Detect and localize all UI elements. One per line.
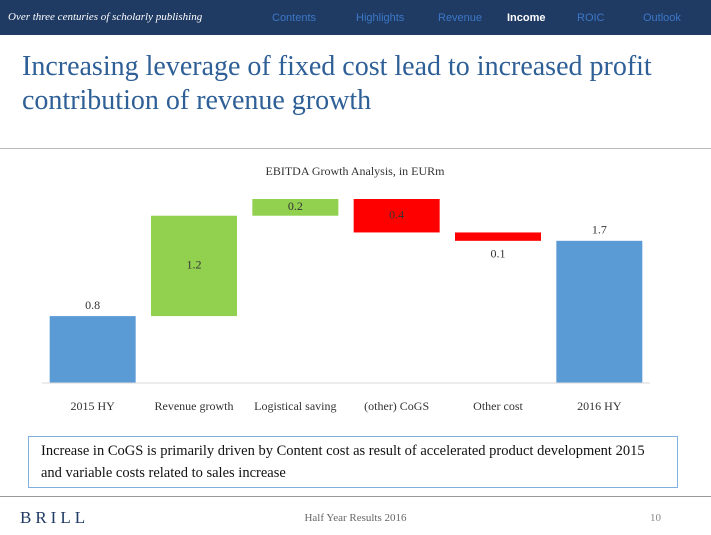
nav-item[interactable]: ROIC <box>577 12 605 24</box>
bar <box>455 232 541 241</box>
data-label: 0.4 <box>389 207 404 221</box>
nav-item[interactable]: Income <box>507 12 546 24</box>
page-number: 10 <box>650 512 661 524</box>
slide-title: Increasing leverage of fixed cost lead t… <box>22 51 652 116</box>
data-label: 0.8 <box>85 298 100 312</box>
note-box: Increase in CoGS is primarily driven by … <box>28 436 678 488</box>
bar <box>556 240 643 383</box>
data-label: 0.2 <box>288 199 303 213</box>
footer-text: Half Year Results 2016 <box>304 512 407 524</box>
divider <box>0 496 711 497</box>
nav-item[interactable]: Highlights <box>356 12 405 24</box>
bar <box>353 199 440 233</box>
x-tick-label: Other cost <box>473 399 523 413</box>
data-label: 1.7 <box>592 223 607 237</box>
nav-item[interactable]: Outlook <box>643 12 681 24</box>
bar <box>49 316 136 383</box>
x-tick-label: 2015 HY <box>70 399 115 413</box>
bar <box>252 199 339 216</box>
chart: EBITDA Growth Analysis, in EURm 0.8 2015 … <box>42 164 650 413</box>
divider <box>0 148 711 149</box>
tagline: Over three centuries of scholarly publis… <box>8 11 203 23</box>
chart-title: EBITDA Growth Analysis, in EURm <box>266 164 446 178</box>
nav-item[interactable]: Contents <box>272 12 317 24</box>
x-tick-label: Revenue growth <box>155 399 234 413</box>
data-label: 1.2 <box>187 258 202 272</box>
nav-item[interactable]: Revenue <box>438 12 483 24</box>
data-label: 0.1 <box>491 247 506 261</box>
x-tick-label: (other) CoGS <box>364 399 429 413</box>
x-tick-label: 2016 HY <box>577 399 622 413</box>
brand: BRILL <box>20 508 90 527</box>
bar <box>151 215 237 317</box>
top-bar: Over three centuries of scholarly publis… <box>0 0 711 35</box>
x-tick-label: Logistical saving <box>254 399 336 413</box>
